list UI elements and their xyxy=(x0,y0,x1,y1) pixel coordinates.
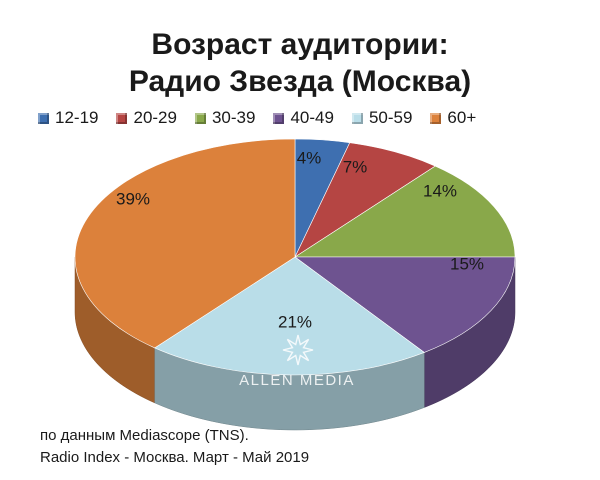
legend-label: 50-59 xyxy=(368,108,413,127)
pie-slice xyxy=(154,256,425,376)
legend-swatch xyxy=(351,112,363,124)
pie-data-label: 39% xyxy=(116,189,150,208)
pie-data-labels: 4% 7% 14% 15% 21% 39% xyxy=(116,148,484,331)
legend-swatch xyxy=(430,112,442,124)
legend-item: 12-19 xyxy=(38,108,98,128)
legend-label: 60+ xyxy=(447,108,477,127)
pie-data-label: 15% xyxy=(450,254,484,273)
pie-top-faces xyxy=(74,138,516,376)
chart-title-line-1: Возраст аудитории: xyxy=(151,28,449,61)
source-line-1: по данным Mediascope (TNS). xyxy=(40,427,249,444)
chart-title-line-2: Радио Звезда (Москва) xyxy=(128,65,472,98)
chart-legend: 12-19 20-29 30-39 40-49 50-59 60+ xyxy=(38,106,578,130)
legend-swatch xyxy=(194,112,206,124)
pie-slice xyxy=(294,256,516,353)
legend-swatch xyxy=(116,112,128,124)
legend-item: 60+ xyxy=(430,108,476,128)
legend-item: 40-49 xyxy=(273,108,334,128)
source-note: по данным Mediascope (TNS). Radio Index … xyxy=(40,425,309,469)
legend-label: 30-39 xyxy=(211,108,256,127)
source-line-2: Radio Index - Москва. Март - Май 2019 xyxy=(40,449,310,466)
legend-item: 20-29 xyxy=(116,108,177,128)
chart-title: Возраст аудитории: Радио Звезда (Москва) xyxy=(0,26,600,100)
legend-item: 50-59 xyxy=(351,108,413,128)
legend-label: 20-29 xyxy=(133,108,177,127)
pie-data-label: 7% xyxy=(343,157,368,176)
pie-slice xyxy=(293,165,516,258)
legend-item: 30-39 xyxy=(194,108,256,128)
pie-slice xyxy=(74,138,296,349)
legend-label: 40-49 xyxy=(290,108,334,127)
pie-data-label: 21% xyxy=(278,312,312,331)
pie-data-label: 14% xyxy=(423,181,457,200)
watermark: ALLEN MEDIA xyxy=(239,334,355,389)
pie-data-label: 4% xyxy=(297,148,322,167)
legend-label: 12-19 xyxy=(55,108,99,127)
legend-swatch xyxy=(38,112,49,124)
watermark-text: ALLEN MEDIA xyxy=(239,372,355,389)
watermark-star-icon xyxy=(282,334,314,366)
legend-swatch xyxy=(273,112,285,124)
